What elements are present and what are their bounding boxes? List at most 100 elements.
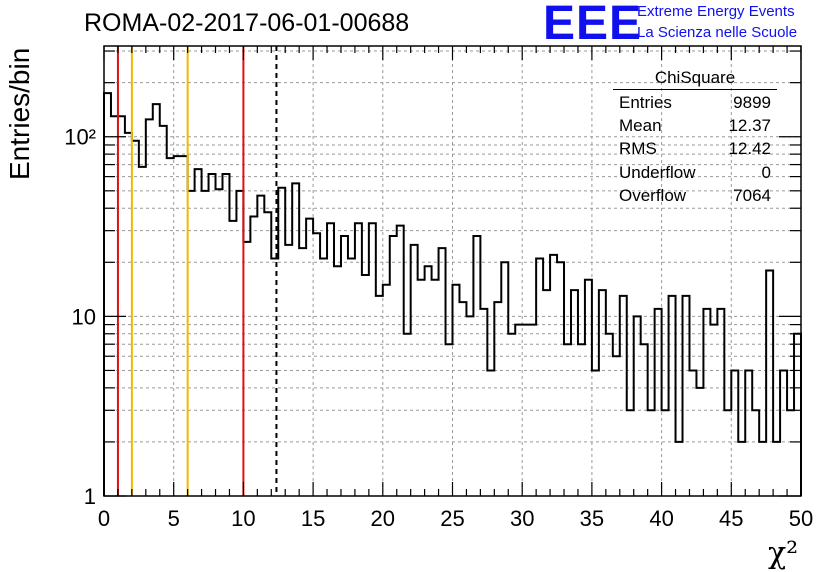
histogram-bin [139,167,146,496]
histogram-bin [229,221,236,496]
histogram-bin [299,248,306,496]
histogram-series [103,92,802,496]
stats-value: 9899 [733,93,771,112]
histogram-bin [362,275,369,496]
histogram-bin [480,309,487,496]
histogram-bin [613,356,620,496]
histogram-bin [334,266,341,496]
histogram-bin [341,236,348,496]
histogram-bin [634,316,641,496]
stats-box: ChiSquare Entries 9899 Mean 12.37 RMS 12.42… [613,68,777,207]
stats-row-rms: RMS 12.42 [613,137,777,160]
y-tick-label: 10 [72,304,96,329]
histogram-bin [717,309,724,496]
histogram-bin [571,290,578,496]
stats-label: Underflow [619,162,696,182]
histogram-bin [250,216,257,496]
histogram-bin [222,174,229,496]
x-tick-label: 15 [301,506,325,531]
histogram-bin [446,344,453,496]
histogram-bin [655,309,662,496]
x-tick-label: 5 [168,506,180,531]
logo-text-line2: La Scienza nelle Scuole [637,24,798,41]
histogram-bin [111,116,118,496]
histogram-bin [627,410,634,496]
histogram-bin [146,119,153,496]
histogram-bin [383,285,390,496]
histogram-bin [306,219,313,496]
histogram-bin [459,302,466,496]
histogram-bin [153,104,160,496]
histogram-bin [411,245,418,496]
histogram-bin [578,344,585,496]
histogram-bin [745,370,752,496]
stats-value: 12.42 [728,139,771,159]
x-tick-label: 25 [440,506,464,531]
histogram-bin [501,262,508,496]
histogram-bin [641,344,648,496]
stats-title: ChiSquare [613,68,777,90]
histogram-bin [432,280,439,496]
histogram-bin [188,191,195,496]
histogram-bin [160,126,167,496]
histogram-bin [257,196,264,496]
histogram-bin [676,442,683,496]
histogram-bin [390,236,397,496]
histogram-bin [738,442,745,496]
histogram-bin [787,410,794,496]
histogram-bin [104,93,111,496]
histogram-bin [620,296,627,496]
y-axis-label: Entries/bin [4,47,35,180]
stats-label: Overflow [619,185,687,205]
x-tick-label: 0 [98,506,110,531]
histogram-bin [648,410,655,496]
x-tick-label: 35 [580,506,604,531]
stats-value: 7064 [733,185,771,205]
histogram-bin [466,316,473,496]
stats-label: Mean [619,116,662,136]
histogram-bin [689,370,696,496]
histogram-bin [759,442,766,496]
y-tick-label: 10² [64,125,96,150]
histogram-bin [264,212,271,496]
histogram-bin [118,116,125,496]
histogram-bin [313,233,320,496]
histogram-bin [404,334,411,496]
x-tick-label: 30 [510,506,534,531]
histogram-bin [453,285,460,496]
histogram-bin [355,223,362,496]
histogram-bin [216,189,223,496]
histogram-bin [752,410,759,496]
stats-row-overflow: Overflow 7064 [613,184,777,207]
stats-label: RMS [619,139,657,159]
histogram-bin [662,410,669,496]
histogram-bin [425,266,432,496]
histogram-bin [592,370,599,496]
stats-value: 12.37 [728,116,771,136]
histogram-bin [348,258,355,496]
histogram-bin [780,370,787,496]
x-tick-label: 40 [649,506,673,531]
histogram-bin [202,191,209,496]
histogram-bin [209,174,216,496]
x-axis-label: χ² [768,536,799,571]
histogram-bin [292,183,299,496]
histogram-bin [543,290,550,496]
stats-value: 0 [761,162,771,182]
histogram-bin [132,141,139,496]
histogram-bin [285,245,292,496]
histogram-bin [557,262,564,496]
histogram-bin [508,334,515,496]
histogram-bin [418,280,425,496]
histogram-bin [236,191,243,496]
histogram-bin [487,370,494,496]
histogram-bin [369,223,376,496]
histogram-bin [536,258,543,496]
histogram-bin [397,226,404,496]
histogram-bin [167,158,174,496]
histogram-bin [731,370,738,496]
histogram-bin [724,410,731,496]
x-tick-label: 50 [789,506,813,531]
stats-row-mean: Mean 12.37 [613,114,777,137]
